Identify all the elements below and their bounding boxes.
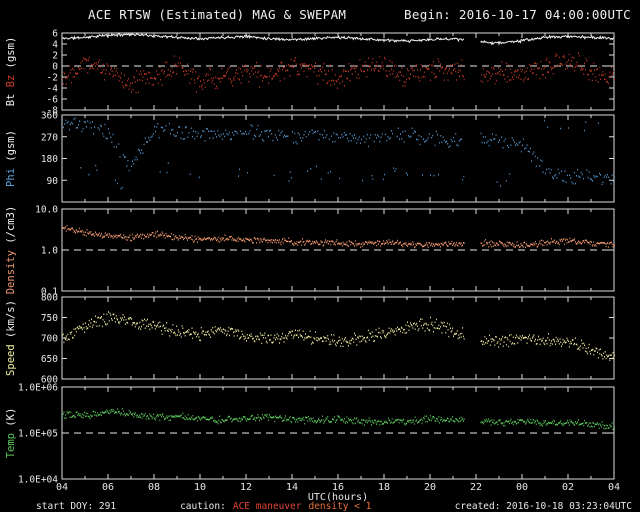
y-tick-label: -4 [47,84,59,95]
y-axis-label-bt-bz: Bt Bz (gsm) [5,37,17,107]
x-tick-label: 16 [332,482,344,493]
x-tick-label: 22 [470,482,482,493]
y-tick-label: 1.0 [41,246,58,257]
x-tick-label: 08 [148,482,160,493]
x-tick-label: 14 [286,482,298,493]
x-tick-label: 20 [424,482,436,493]
panel-speed: 800 750 700 650 600 Speed (km/s) [5,293,615,386]
x-tick-label: 04 [56,482,68,493]
x-tick-label: 06 [102,482,114,493]
y-tick-label: 600 [41,375,58,386]
y-tick-label: 1.0E+05 [18,429,58,440]
y-tick-label: 0 [52,62,58,73]
series-phi [62,117,615,190]
series-bt [61,32,615,46]
y-tick-label: 4 [52,40,58,51]
y-tick-label: -8 [47,106,59,117]
begin-timestamp: Begin: 2016-10-17 04:00:00UTC [404,7,631,22]
y-axis-label-speed: Speed (km/s) [5,300,17,376]
y-tick-label: 800 [41,293,58,304]
title-bar: ACE RTSW (Estimated) MAG & SWEPAM Begin:… [0,7,640,22]
start-doy-label: start DOY: 291 [36,501,117,512]
status-bar: start DOY: 291 caution: ACE maneuver den… [36,501,632,512]
y-tick-label: 6 [52,29,58,40]
panel-density: 10.0 1.0 0.1 Density (/cm3) [5,205,615,298]
x-tick-label: 18 [378,482,390,493]
panel-temp: 1.0E+06 1.0E+05 1.0E+04 Temp (K) [5,383,615,486]
y-tick-label: 180 [41,154,58,165]
series-bz [62,52,615,94]
caution-label: caution: [180,501,226,512]
y-axis-label-phi: Phi (gsm) [5,130,17,187]
x-tick-label: 02 [562,482,574,493]
y-tick-label: 750 [41,313,58,324]
caution-density-flag: density < 1 [308,501,372,512]
y-tick-label: 270 [41,132,58,143]
x-axis-title: UTC(hours) [308,492,368,503]
y-tick-label: -2 [47,73,58,84]
y-tick-label: 1.0E+06 [18,383,58,394]
y-tick-label: 2 [52,51,58,62]
caution-message: caution: ACE maneuver density < 1 [180,501,371,512]
y-tick-label: 0.1 [41,287,58,298]
y-tick-label: 90 [47,176,59,187]
series-density [62,224,615,249]
y-tick-label: 700 [41,334,58,345]
plot-title: ACE RTSW (Estimated) MAG & SWEPAM [88,7,347,22]
y-tick-label: 1.0E+04 [18,475,58,486]
x-tick-label: 12 [240,482,252,493]
x-tick-label: 10 [194,482,206,493]
y-tick-label: 650 [41,354,58,365]
x-tick-label: 00 [516,482,528,493]
y-tick-label: 360 [41,111,58,122]
y-tick-label: -6 [47,95,59,106]
y-tick-label: 10.0 [35,205,58,216]
series-temp [62,408,615,431]
panel-phi: 360 270 180 90 Phi (gsm) [5,111,615,203]
y-axis-label-temp: Temp (K) [5,408,17,459]
series-speed [62,311,615,361]
created-timestamp: created: 2016-10-18 03:23:04UTC [454,501,632,512]
caution-maneuver-flag: ACE maneuver [232,501,302,512]
x-tick-label: 04 [608,482,620,493]
y-axis-label-density: Density (/cm3) [5,206,17,295]
